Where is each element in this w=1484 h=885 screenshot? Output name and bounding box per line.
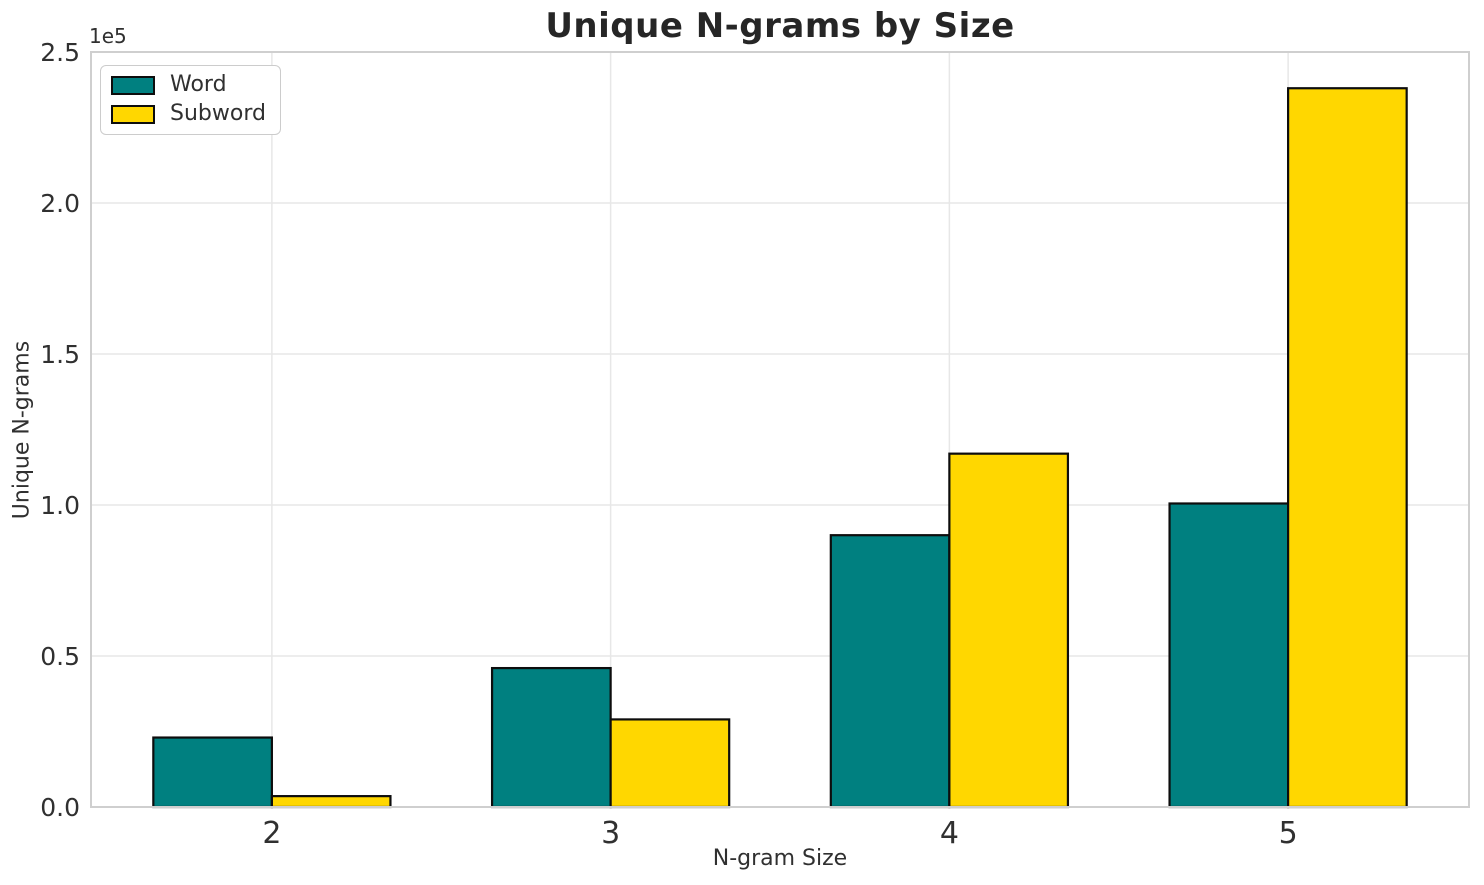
x-tick-label-5: 5 (1279, 816, 1298, 851)
y-axis-offset-text: 1e5 (89, 24, 127, 48)
legend-item-subword: Subword (111, 103, 266, 125)
plot-spines (90, 51, 1470, 808)
chart-title: Unique N-grams by Size (545, 6, 1015, 46)
y-tick-label-0.0: 0.0 (40, 793, 80, 822)
x-tick-label-4: 4 (940, 816, 959, 851)
bar-word-3 (490, 666, 612, 809)
y-tick-label-0.5: 0.5 (40, 642, 80, 671)
bar-subword-3 (609, 718, 731, 809)
bar-word-4 (829, 534, 951, 809)
legend-swatch-word (111, 75, 155, 95)
legend-swatch-subword (111, 104, 155, 124)
x-axis-label: N-gram Size (712, 846, 848, 871)
legend-item-word: Word (111, 74, 266, 96)
x-tick-label-2: 2 (262, 816, 281, 851)
legend: Word Subword (100, 65, 281, 135)
y-tick-label-2.5: 2.5 (40, 38, 80, 67)
bar-subword-4 (948, 452, 1070, 809)
bar-subword-2 (270, 795, 392, 809)
legend-label-word: Word (170, 72, 227, 97)
bar-word-2 (152, 736, 273, 809)
y-tick-label-1.0: 1.0 (40, 491, 80, 520)
bar-word-5 (1168, 502, 1290, 809)
legend-label-subword: Subword (170, 101, 266, 126)
bar-subword-5 (1287, 87, 1408, 809)
x-tick-label-3: 3 (601, 816, 620, 851)
y-tick-label-1.5: 1.5 (40, 340, 80, 369)
y-tick-label-2.0: 2.0 (40, 189, 80, 218)
